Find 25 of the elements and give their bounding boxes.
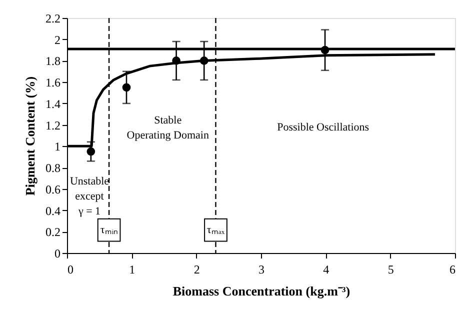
y-tick-label: 2.2 — [46, 12, 60, 26]
x-tick-label: 1 — [129, 262, 136, 276]
annotation: Possible Oscillations — [277, 121, 370, 134]
x-tick-label: 4 — [323, 262, 330, 276]
y-tick-label: 1.8 — [46, 54, 60, 68]
y-tick-label: 0.2 — [46, 225, 60, 240]
y-tick-label: 0.8 — [46, 161, 60, 176]
y-tick-label: 0.6 — [46, 182, 60, 196]
y-tick-label: 0.4 — [46, 204, 60, 218]
x-tick-label: 3 — [258, 262, 264, 276]
x-tick-label: 6 — [450, 262, 456, 276]
y-tick-label: 0 — [54, 246, 60, 260]
x-tick-label: 0 — [68, 262, 74, 276]
y-axis-title: Pigment Content (%) — [22, 76, 38, 196]
y-tick-label: 1 — [54, 140, 60, 154]
ref-line-label: τₘₐₓ — [206, 224, 226, 236]
y-tick-label: 1.2 — [46, 118, 60, 132]
y-tick-label: 1.6 — [46, 76, 60, 90]
x-tick-label: 2 — [194, 262, 200, 276]
x-axis-title: Biomass Concentration (kg.m⁻³) — [172, 284, 350, 298]
y-tick-label: 2 — [54, 32, 60, 47]
y-tick-label: 1.4 — [46, 96, 60, 111]
x-tick-label: 5 — [388, 262, 394, 276]
ref-line-label: τₘᵢₙ — [100, 224, 118, 236]
annotation: Stable Operating Domain — [126, 114, 210, 142]
